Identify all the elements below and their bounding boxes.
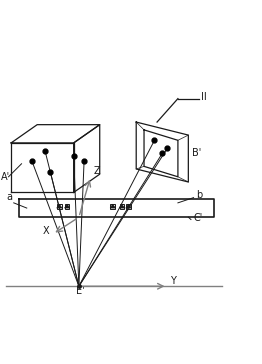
- Polygon shape: [110, 204, 115, 208]
- Text: b: b: [196, 190, 203, 199]
- Polygon shape: [126, 204, 131, 208]
- Text: II: II: [201, 92, 207, 102]
- Polygon shape: [57, 204, 62, 208]
- Text: Y: Y: [170, 276, 176, 286]
- Text: C': C': [194, 213, 203, 223]
- Text: A': A': [1, 172, 10, 182]
- Polygon shape: [64, 204, 70, 208]
- Text: Z: Z: [93, 166, 100, 176]
- Polygon shape: [119, 204, 124, 208]
- Text: E': E': [76, 286, 85, 296]
- Text: X: X: [42, 226, 49, 236]
- Text: a: a: [6, 192, 12, 202]
- Text: B': B': [192, 148, 201, 158]
